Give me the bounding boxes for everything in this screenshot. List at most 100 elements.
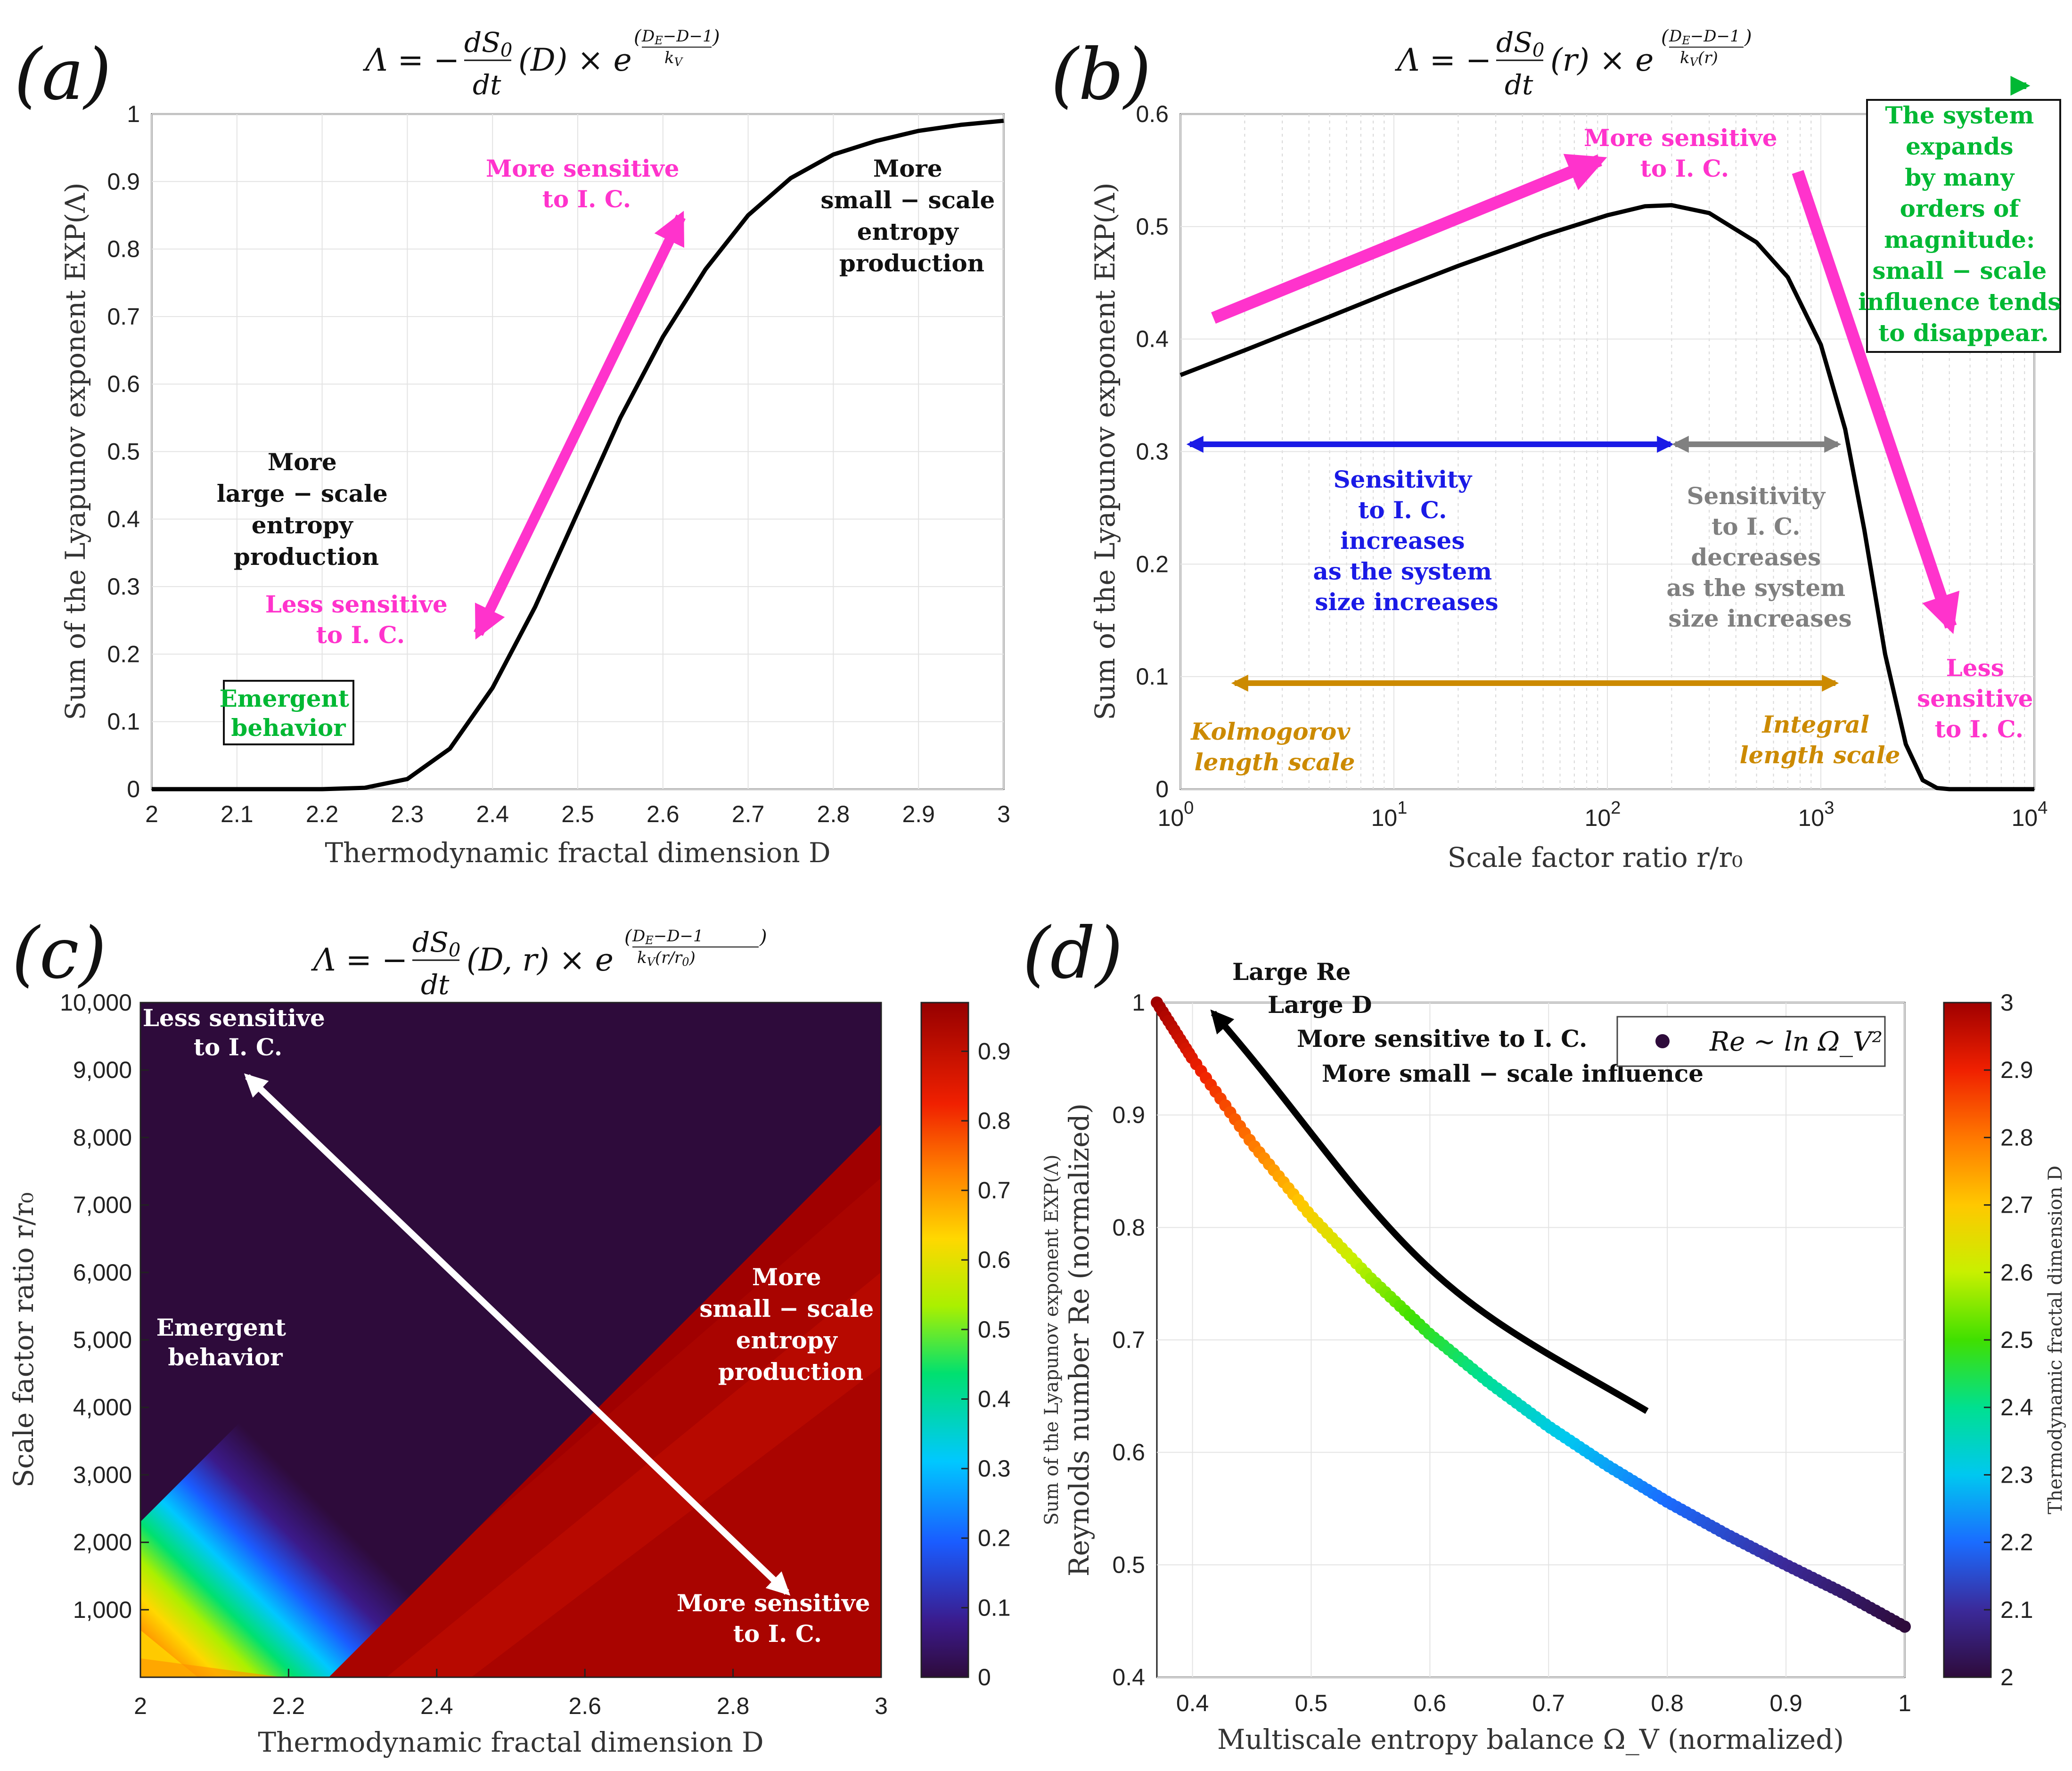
panel-a-ylabel: Sum of the Lyapunov exponent EXP(Λ) — [59, 182, 91, 720]
panel-c-colorbar-tick-label: 0.3 — [978, 1455, 1011, 1482]
panel-a-ytick-label: 0.8 — [107, 236, 140, 262]
panel-a-xtick-label: 3 — [997, 801, 1010, 827]
panel-c-ytick-label: 6,000 — [73, 1259, 132, 1286]
panel-c-xtick-label: 2.8 — [717, 1693, 750, 1719]
svg-text:kV(r): kV(r) — [1680, 49, 1718, 69]
panel-c-colorbar-tick-label: 0.4 — [978, 1386, 1011, 1412]
panel-b-ytick-label: 0.6 — [1136, 101, 1169, 127]
panel-d-colorbar-tick-label: 2.9 — [2000, 1057, 2033, 1083]
panel-d: (d) 0.4 0.5 0.6 0.7 0.8 0.9 10.40.50.60.70.80.… — [1023, 913, 2066, 1755]
panel-b-ytick-label: 0.4 — [1136, 326, 1169, 352]
svg-text:): ) — [759, 926, 767, 948]
panel-b-xtick-label: 100 — [1158, 798, 1194, 831]
panel-d-colorbar-tick-label: 2.1 — [2000, 1597, 2033, 1623]
panel-d-colorbar-tick-label: 2.3 — [2000, 1461, 2033, 1488]
svg-text:dt: dt — [421, 969, 450, 1001]
panel-a-xtick-label: 2.9 — [902, 801, 935, 827]
svg-text:dt: dt — [473, 69, 501, 101]
panel-b-ytick-label: 0.5 — [1136, 213, 1169, 240]
panel-c-colorbar-label: Sum of the Lyapunov exponent EXP(Λ) — [1041, 1154, 1063, 1525]
panel-a-xtick-label: 2.7 — [732, 801, 765, 827]
panel-d-xtick-label: 0.9 — [1769, 1690, 1802, 1716]
panel-a-xtick-label: 2.5 — [561, 801, 594, 827]
panel-c-colorbar-tick-label: 0.5 — [978, 1316, 1011, 1343]
panel-c-colorbar-tick-label: 0.1 — [978, 1594, 1011, 1621]
panel-b-magenta-arrow-down — [1792, 170, 1960, 634]
panel-c-xtick-label: 2 — [134, 1693, 147, 1719]
panel-d-tag: (d) — [1023, 913, 1123, 995]
panel-b-ytick-label: 0.3 — [1136, 439, 1169, 465]
panel-a-ytick-label: 0.1 — [107, 709, 140, 735]
panel-c-xlabel: Thermodynamic fractal dimension D — [258, 1726, 763, 1758]
panel-d-legend-label: Re ~ ln Ω_V² — [1709, 1027, 1883, 1057]
panel-a-xtick-label: 2.3 — [391, 801, 424, 827]
panel-a-xtick-label: 2.6 — [647, 801, 680, 827]
panel-a-more-large-scale: More large − scale entropy production — [217, 448, 396, 571]
panel-b-ytick-label: 0.1 — [1136, 663, 1169, 690]
svg-text:(: ( — [624, 926, 632, 948]
panel-d-xtick-label: 0.5 — [1295, 1690, 1328, 1716]
svg-text:(: ( — [634, 26, 642, 48]
svg-text:(: ( — [1661, 26, 1669, 48]
svg-text:DE−D−1: DE−D−1 — [641, 27, 713, 47]
panel-c-ytick-label: 3,000 — [73, 1461, 132, 1488]
panel-b-xtick-label: 102 — [1585, 798, 1621, 831]
panel-a-ytick-label: 0.6 — [107, 371, 140, 397]
svg-text:(D) × e: (D) × e — [518, 42, 632, 78]
panel-d-data-point — [1899, 1620, 1911, 1633]
panel-c-ytick-label: 1,000 — [73, 1597, 132, 1623]
panel-d-legend-marker — [1655, 1034, 1670, 1048]
panel-b-integral: Integral length scale — [1740, 710, 1900, 769]
panel-d-ytick-label: 1 — [1132, 989, 1145, 1016]
panel-a-ytick-label: 0.5 — [107, 439, 140, 465]
panel-b-magenta-arrow-up — [1211, 154, 1607, 324]
panel-c-tag: (c) — [12, 913, 106, 995]
panel-a-ytick-label: 0.2 — [107, 641, 140, 667]
panel-d-xtick-label: 1 — [1898, 1690, 1911, 1716]
panel-b-curve — [1179, 203, 2034, 792]
panel-c-formula: Λ = − dS0 dt (D, r) × e ( DE−D−1 kV(r/r0… — [311, 926, 767, 1001]
panel-d-ytick-label: 0.5 — [1112, 1551, 1145, 1578]
panel-b: (b) Λ = − dS0 dt (r) × e ( DE−D−1 kV(r) … — [1051, 26, 2061, 873]
panel-c-ytick-label: 5,000 — [73, 1327, 132, 1353]
panel-a-xtick-label: 2.8 — [817, 801, 850, 827]
panel-a-xlabel: Thermodynamic fractal dimension D — [325, 837, 830, 869]
panel-d-xtick-label: 0.7 — [1532, 1690, 1565, 1716]
panel-a-emergent: Emergent behavior — [220, 685, 358, 742]
panel-b-more-sensitive: More sensitive to I. C. — [1584, 124, 1785, 182]
panel-c-ytick-label: 2,000 — [73, 1529, 132, 1556]
panel-d-ytick-label: 0.9 — [1112, 1102, 1145, 1128]
svg-text:DE−D−1: DE−D−1 — [632, 927, 704, 947]
panel-c-xtick-label: 2.6 — [568, 1693, 601, 1719]
svg-text:dt: dt — [1505, 69, 1533, 101]
panel-b-xtick-label: 104 — [2012, 798, 2048, 831]
panel-a-ytick-label: 0.7 — [107, 303, 140, 330]
panel-d-ylabel: Reynolds number Re (normalized) — [1063, 1103, 1095, 1577]
panel-d-colorbar-tick-label: 3 — [2000, 989, 2014, 1016]
panel-b-xtick-label: 103 — [1798, 798, 1834, 831]
panel-d-black-arrow — [1210, 1009, 1649, 1414]
panel-a-formula: Λ = − dS0 dt (D) × e ( DE−D−1 kV ) — [362, 26, 720, 101]
svg-text:dS0: dS0 — [464, 26, 512, 61]
panel-c-colorbar-tick-label: 0.6 — [978, 1247, 1011, 1273]
panel-a-ytick-label: 0.3 — [107, 573, 140, 600]
panel-c-less-sensitive: Less sensitive to I. C. — [143, 1004, 334, 1061]
panel-d-large-re: Large Re — [1232, 958, 1351, 986]
panel-a-magenta-double-arrow — [474, 211, 686, 640]
panel-c-white-double-arrow — [244, 1073, 791, 1596]
panel-a-ytick-label: 0.4 — [107, 506, 140, 532]
svg-text:Λ = −: Λ = − — [362, 42, 459, 78]
svg-text:kV(r/r0): kV(r/r0) — [637, 948, 696, 969]
panel-a-xtick-label: 2 — [145, 801, 158, 827]
panel-c-colorbar-tick-label: 0 — [978, 1664, 991, 1690]
panel-b-ytick-label: 0.2 — [1136, 551, 1169, 577]
panel-a-less-sensitive: Less sensitive to I. C. — [265, 590, 456, 649]
panel-d-colored-curve — [1151, 996, 1911, 1633]
panel-b-sensitivity-decreases: Sensitivity to I. C. decreases as the sy… — [1666, 482, 1853, 632]
panel-d-colorbar-tick-label: 2.6 — [2000, 1259, 2033, 1286]
panel-c-ytick-label: 4,000 — [73, 1394, 132, 1420]
panel-c: (c) Λ = − dS0 dt (D, r) × e ( DE−D−1 kV(… — [8, 913, 1063, 1758]
panel-c-ytick-label: 8,000 — [73, 1124, 132, 1151]
panel-d-xtick-label: 0.4 — [1176, 1690, 1209, 1716]
